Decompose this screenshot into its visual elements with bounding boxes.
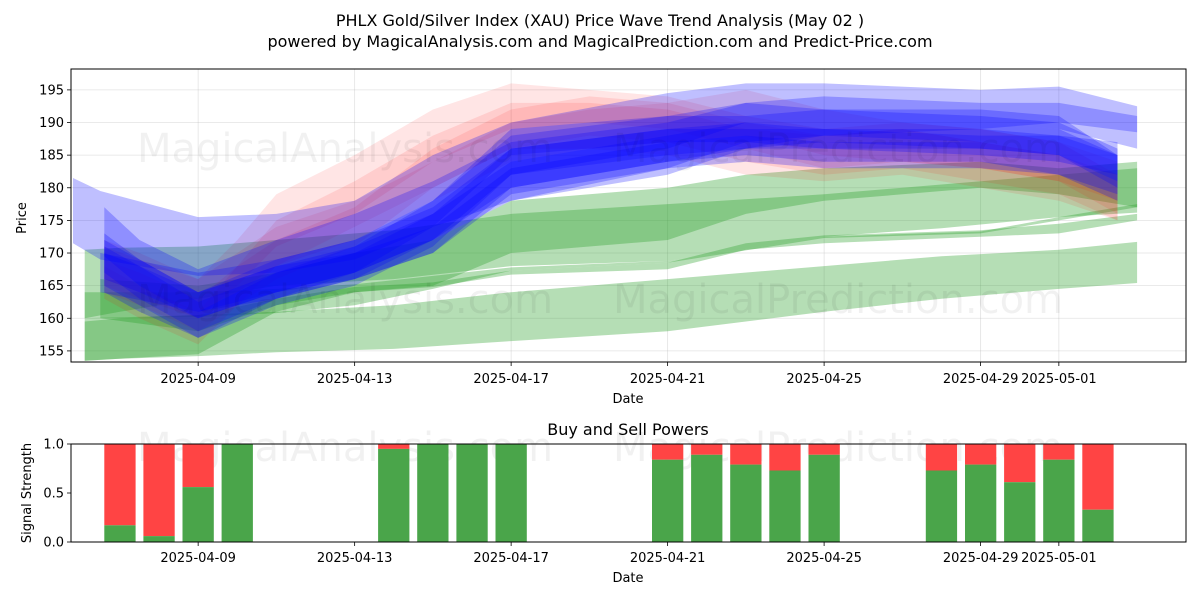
- signal-y-tick-label: 0.5: [43, 487, 64, 502]
- price-wave-band-17: [100, 96, 1138, 312]
- price-y-tick-label: 195: [39, 83, 64, 98]
- sell-power-bar: [769, 444, 801, 471]
- price-x-axis-label: Date: [612, 392, 643, 407]
- price-wave-bands: [73, 83, 1138, 361]
- buy-power-bar: [104, 525, 136, 542]
- signal-chart: Buy and Sell Powers MagicalAnalysis.com …: [20, 420, 1187, 586]
- buy-power-bar: [691, 454, 723, 542]
- signal-x-tick-label: 2025-04-21: [630, 551, 706, 566]
- signal-chart-title: Buy and Sell Powers: [547, 420, 709, 439]
- price-x-tick-label: 2025-04-21: [630, 372, 706, 387]
- price-y-tick-label: 180: [39, 181, 64, 196]
- buy-power-bar: [965, 464, 997, 542]
- price-plot-frame: [70, 68, 1187, 363]
- signal-x-tick-label: 2025-05-01: [1021, 551, 1097, 566]
- buy-power-bar: [1082, 509, 1114, 542]
- signal-y-tick-label: 1.0: [43, 438, 64, 453]
- price-wave-band-1: [84, 241, 1138, 361]
- price-y-tick-label: 170: [39, 247, 64, 262]
- signal-x-tick-label: 2025-04-09: [160, 551, 236, 566]
- chart-title-line2: powered by MagicalAnalysis.com and Magic…: [267, 32, 932, 51]
- buy-power-bar: [769, 470, 801, 542]
- buy-power-bar: [417, 444, 449, 542]
- sell-power-bar: [925, 444, 958, 471]
- signal-plot-background: [71, 444, 1186, 542]
- buy-power-bar: [495, 444, 527, 542]
- price-x-tick-label: 2025-04-09: [160, 372, 236, 387]
- price-x-tick-label: 2025-04-29: [943, 372, 1019, 387]
- sell-power-bar: [652, 444, 684, 460]
- sell-power-bar: [808, 444, 840, 455]
- price-wave-band-8: [104, 89, 1118, 312]
- sell-power-bar: [691, 444, 723, 455]
- buy-power-bar: [182, 487, 214, 542]
- price-wave-band-9: [104, 96, 1118, 345]
- buy-power-bar: [143, 536, 175, 542]
- price-wave-band-6: [104, 102, 1118, 332]
- price-chart: MagicalAnalysis.com MagicalPrediction.co…: [15, 68, 1187, 407]
- watermark-analysis-bottom: MagicalAnalysis.com: [137, 277, 553, 323]
- price-y-axis: 155 160 165 170 175 180 185 190 195: [39, 83, 71, 359]
- buy-power-bar: [925, 470, 958, 542]
- price-y-tick-label: 175: [39, 214, 64, 229]
- price-wave-band-3: [84, 204, 1138, 319]
- sell-power-bar: [1082, 444, 1114, 510]
- price-wave-band-16: [104, 135, 1118, 319]
- sell-power-bar: [730, 444, 762, 465]
- price-x-tick-label: 2025-04-13: [317, 372, 393, 387]
- chart-title-line1: PHLX Gold/Silver Index (XAU) Price Wave …: [336, 11, 864, 30]
- sell-power-bar: [1004, 444, 1036, 483]
- price-wave-band-14: [104, 116, 1118, 319]
- price-wave-band-7: [104, 83, 1118, 319]
- signal-x-tick-label: 2025-04-25: [786, 551, 862, 566]
- sell-power-bar: [1043, 444, 1075, 460]
- price-x-tick-label: 2025-04-25: [786, 372, 862, 387]
- price-y-tick-label: 190: [39, 116, 64, 131]
- watermark-prediction-bottom: MagicalPrediction.com: [613, 277, 1063, 323]
- signal-y-axis-label: Signal Strength: [20, 443, 35, 543]
- signal-x-axis-label: Date: [612, 571, 643, 586]
- buy-power-bar: [221, 444, 253, 542]
- price-wave-band-2: [84, 168, 1138, 319]
- buy-power-bar: [730, 464, 762, 542]
- signal-x-tick-label: 2025-04-29: [943, 551, 1019, 566]
- price-y-tick-label: 165: [39, 279, 64, 294]
- signal-y-axis: 0.0 0.5 1.0: [43, 438, 71, 551]
- price-wave-band-13: [104, 129, 1118, 338]
- sell-power-bar: [965, 444, 997, 465]
- signal-x-axis: 2025-04-09 2025-04-13 2025-04-17 2025-04-21…: [160, 542, 1097, 566]
- signal-y-tick-label: 0.0: [43, 536, 64, 551]
- signal-x-tick-label: 2025-04-13: [317, 551, 393, 566]
- sell-power-bar: [143, 444, 175, 537]
- price-wave-band-4: [84, 213, 1138, 361]
- price-wave-band-11: [104, 102, 1118, 312]
- signal-bars: [104, 444, 1114, 542]
- price-y-tick-label: 185: [39, 149, 64, 164]
- price-x-axis: 2025-04-09 2025-04-13 2025-04-17 2025-04-21…: [160, 362, 1097, 387]
- sell-power-bar: [378, 444, 410, 449]
- price-wave-band-15: [104, 109, 1118, 338]
- price-plot-background: [71, 69, 1186, 362]
- price-wave-band-10: [73, 83, 1138, 276]
- buy-power-bar: [652, 459, 684, 542]
- watermark-analysis-top: MagicalAnalysis.com: [137, 126, 553, 172]
- signal-x-tick-label: 2025-04-17: [473, 551, 549, 566]
- price-y-tick-label: 160: [39, 312, 64, 327]
- buy-power-bar: [456, 444, 488, 542]
- price-wave-band-5: [100, 161, 1138, 332]
- sell-power-bar: [104, 444, 136, 526]
- buy-power-bar: [1004, 482, 1036, 542]
- buy-power-bar: [1043, 459, 1075, 542]
- price-x-tick-label: 2025-05-01: [1021, 372, 1097, 387]
- price-y-tick-label: 155: [39, 344, 64, 359]
- price-x-tick-label: 2025-04-17: [473, 372, 549, 387]
- watermark-prediction-top: MagicalPrediction.com: [613, 126, 1063, 172]
- price-y-axis-label: Price: [15, 202, 30, 234]
- price-grid: [71, 69, 1186, 362]
- sell-power-bar: [182, 444, 214, 488]
- buy-power-bar: [378, 448, 410, 542]
- price-wave-band-12: [104, 122, 1118, 332]
- buy-power-bar: [808, 454, 840, 542]
